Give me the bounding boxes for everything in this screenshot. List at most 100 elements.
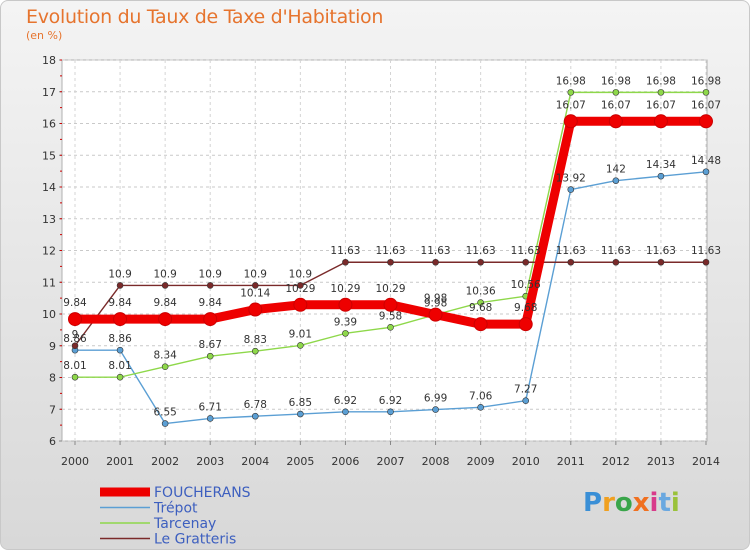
x-tick-label: 2014 (692, 455, 720, 468)
data-label: 10.9 (244, 268, 267, 280)
data-label: 9.84 (153, 297, 177, 309)
data-label: 10.29 (375, 283, 405, 295)
y-tick-label: 15 (42, 149, 56, 162)
data-label: 6.71 (199, 401, 222, 413)
data-label: 8.67 (199, 339, 222, 351)
logo-letter: x (632, 488, 650, 518)
data-label: 11.63 (691, 245, 721, 257)
data-point (612, 177, 620, 184)
data-point (342, 330, 349, 337)
logo-letter: P (583, 488, 603, 518)
data-point (387, 408, 394, 416)
data-label: 8.86 (63, 333, 87, 345)
data-label: 9.58 (379, 310, 402, 322)
data-label: 142 (606, 164, 626, 176)
data-point (248, 302, 263, 317)
data-point (702, 258, 710, 266)
y-tick-label: 6 (49, 435, 56, 448)
data-label: 6.92 (379, 395, 402, 407)
data-point (297, 282, 304, 289)
x-tick-label: 2013 (647, 455, 675, 468)
data-label: 8.01 (63, 360, 86, 372)
x-tick-label: 2007 (377, 455, 405, 468)
x-tick-label: 2005 (286, 455, 314, 468)
data-point (653, 114, 668, 129)
data-point (71, 373, 79, 381)
data-point (342, 258, 349, 266)
data-point (251, 282, 259, 289)
data-point (293, 297, 308, 312)
data-label: 16.07 (646, 99, 676, 111)
data-label: 10.56 (511, 279, 541, 291)
data-point (518, 317, 533, 332)
data-point (161, 363, 169, 371)
y-tick-label: 11 (42, 276, 56, 289)
x-tick-label: 2002 (151, 455, 179, 468)
chart-title: Evolution du Taux de Taxe d'Habitation (26, 6, 384, 28)
data-label: 14.34 (646, 159, 676, 171)
data-label: 16.98 (646, 75, 676, 87)
data-label: 10.9 (108, 268, 131, 280)
data-label: 8.01 (108, 360, 131, 372)
data-point (702, 168, 710, 176)
data-point (116, 373, 124, 381)
logo-letter: r (602, 488, 615, 518)
data-point (383, 297, 398, 312)
data-label: 9.01 (289, 328, 312, 340)
x-tick-label: 2008 (422, 455, 450, 468)
x-tick-label: 2012 (602, 455, 630, 468)
data-label: 16.98 (556, 75, 586, 87)
y-tick-label: 18 (42, 54, 56, 67)
data-point (477, 299, 484, 306)
data-point (473, 317, 488, 332)
data-point (612, 89, 620, 96)
data-label: 10.9 (199, 268, 222, 280)
data-point (657, 89, 665, 96)
data-point (161, 282, 169, 289)
data-label: 11.63 (375, 245, 405, 257)
logo-letter: t (658, 488, 671, 518)
data-label: 7.06 (469, 390, 493, 402)
data-point (432, 406, 439, 413)
data-point (612, 258, 620, 266)
y-tick-label: 7 (49, 403, 56, 416)
data-label: 10.9 (153, 268, 176, 280)
x-tick-label: 2003 (196, 455, 224, 468)
data-point (432, 258, 439, 266)
data-label: 16.07 (691, 99, 721, 111)
data-point (71, 342, 79, 350)
data-point (428, 307, 443, 322)
data-point (342, 408, 349, 416)
data-label: 8.83 (244, 334, 267, 346)
y-tick-label: 12 (42, 245, 56, 258)
y-tick-label: 13 (42, 213, 56, 226)
data-label: 10.36 (466, 286, 496, 298)
x-tick-label: 2010 (512, 455, 540, 468)
data-point (608, 114, 623, 129)
data-point (206, 282, 214, 289)
data-label: 6.55 (153, 407, 176, 419)
data-label: 9.68 (469, 302, 492, 314)
data-label: 9 (72, 329, 79, 341)
y-tick-label: 16 (42, 118, 56, 131)
data-point (206, 352, 214, 360)
data-label: 8.86 (108, 333, 132, 345)
data-label: 9.39 (334, 316, 357, 328)
data-label: 6.99 (424, 393, 447, 405)
data-point (206, 415, 214, 422)
data-point (657, 172, 665, 180)
y-tick-label: 9 (49, 340, 56, 353)
data-label: 11.63 (466, 245, 496, 257)
x-tick-label: 2006 (331, 455, 359, 468)
data-point (387, 258, 394, 266)
data-point (477, 258, 484, 266)
data-label: 9.84 (199, 297, 223, 309)
y-tick-label: 10 (42, 308, 56, 321)
data-label: 10.14 (240, 288, 270, 300)
data-label: 13.92 (556, 173, 586, 185)
data-point (158, 312, 173, 327)
data-label: 9.98 (424, 298, 447, 310)
data-point (563, 114, 578, 129)
data-point (113, 312, 128, 327)
